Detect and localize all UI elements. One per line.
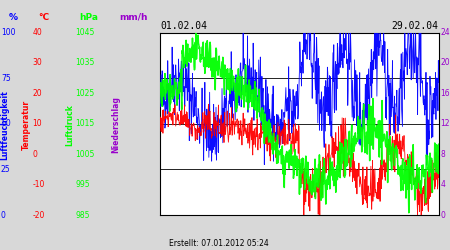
Text: Niederschlag: Niederschlag [112,96,121,154]
Text: %: % [9,12,18,22]
Text: 0: 0 [1,210,6,220]
Text: mm/h: mm/h [119,12,148,22]
Text: 16: 16 [441,89,450,98]
Text: 75: 75 [1,74,11,82]
Text: °C: °C [38,12,50,22]
Text: 12: 12 [441,119,450,128]
Text: 100: 100 [1,28,15,37]
Text: -20: -20 [32,210,45,220]
Text: 01.02.04: 01.02.04 [161,21,207,31]
Text: Luftfeuchtigkeit: Luftfeuchtigkeit [0,90,9,160]
Text: 985: 985 [76,210,90,220]
Text: 1005: 1005 [76,150,95,159]
Text: 995: 995 [76,180,90,189]
Text: 40: 40 [32,28,42,37]
Text: 1015: 1015 [76,119,95,128]
Text: 20: 20 [441,58,450,68]
Text: -10: -10 [32,180,45,189]
Text: 1035: 1035 [76,58,95,68]
Text: 4: 4 [441,180,446,189]
Text: 30: 30 [32,58,42,68]
Text: Temperatur: Temperatur [22,100,31,150]
Text: 1025: 1025 [76,89,95,98]
Text: 24: 24 [441,28,450,37]
Text: 0: 0 [32,150,37,159]
Text: Luftdruck: Luftdruck [65,104,74,146]
Text: 50: 50 [1,119,11,128]
Text: 0: 0 [441,210,446,220]
Text: 20: 20 [32,89,42,98]
Text: 10: 10 [32,119,42,128]
Text: hPa: hPa [79,12,98,22]
Text: Erstellt: 07.01.2012 05:24: Erstellt: 07.01.2012 05:24 [169,238,269,248]
Text: 1045: 1045 [76,28,95,37]
Text: 25: 25 [1,165,10,174]
Text: 29.02.04: 29.02.04 [391,21,438,31]
Text: 8: 8 [441,150,446,159]
